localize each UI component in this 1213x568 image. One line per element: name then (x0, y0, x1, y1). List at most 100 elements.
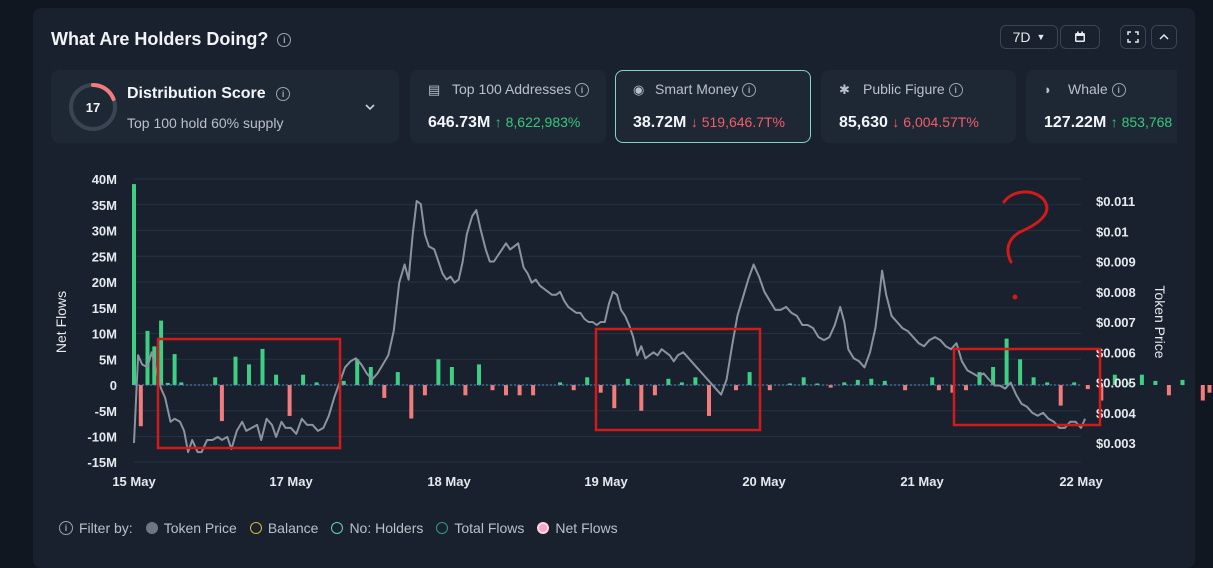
fullscreen-button[interactable] (1120, 25, 1146, 49)
net-flow-bar[interactable] (260, 348, 265, 385)
net-flow-bar[interactable] (247, 364, 251, 385)
net-flow-bar[interactable] (612, 385, 617, 409)
net-flow-bar[interactable] (598, 385, 603, 393)
net-flow-bar[interactable] (213, 377, 218, 385)
distribution-card[interactable]: 17 Distribution Score i Top 100 hold 60%… (51, 70, 399, 143)
smart-money-card[interactable]: ◉ Smart Money i 38.72M ↓ 519,646.7T% (615, 70, 811, 143)
net-flow-bar[interactable] (558, 382, 563, 385)
net-flow-bar[interactable] (991, 367, 996, 385)
legend-net-flows[interactable]: Net Flows (537, 520, 618, 536)
net-flow-bar[interactable] (165, 382, 170, 385)
net-flow-bar[interactable] (1166, 385, 1171, 396)
title-info-icon[interactable]: i (277, 33, 292, 48)
net-flow-bar[interactable] (531, 385, 536, 396)
net-flow-bar[interactable] (449, 367, 454, 385)
net-flow-bar[interactable] (666, 378, 671, 385)
net-flow-bar[interactable] (517, 385, 522, 396)
net-flow-bar[interactable] (395, 372, 400, 385)
net-flow-bar[interactable] (693, 377, 698, 385)
net-flow-bar[interactable] (801, 377, 806, 385)
net-flow-bar[interactable] (368, 367, 373, 385)
distribution-info-icon[interactable]: i (276, 86, 291, 101)
net-flow-bar[interactable] (815, 383, 820, 386)
whale-card[interactable]: ◗ Whale i 127.22M ↑ 853,768 (1026, 70, 1177, 143)
net-flow-bar[interactable] (977, 372, 982, 385)
net-flow-bar[interactable] (679, 382, 684, 385)
net-flow-bar[interactable] (1207, 385, 1212, 393)
top100-info-icon[interactable]: i (574, 83, 589, 98)
net-flow-bar[interactable] (490, 385, 495, 391)
net-flow-bar[interactable] (950, 385, 955, 393)
net-flow-bar[interactable] (788, 383, 793, 386)
net-flow-bar[interactable] (1031, 377, 1036, 385)
net-flow-bar[interactable] (652, 385, 657, 396)
top100-card[interactable]: ▤ Top 100 Addresses i 646.73M ↑ 8,622,98… (410, 70, 606, 143)
net-flow-bar[interactable] (159, 320, 164, 385)
legend-balance[interactable]: Balance (249, 520, 318, 536)
net-flow-bar[interactable] (138, 385, 143, 427)
net-flow-bar[interactable] (172, 354, 177, 385)
net-flow-bar[interactable] (1085, 385, 1090, 390)
net-flow-bar[interactable] (707, 385, 711, 416)
net-flow-bar[interactable] (828, 385, 833, 388)
net-flow-bar[interactable] (145, 330, 150, 385)
net-flow-bar[interactable] (1112, 374, 1117, 385)
net-flow-bar[interactable] (964, 385, 968, 391)
smart-info-icon[interactable]: i (742, 83, 757, 98)
net-flow-bar[interactable] (1099, 385, 1104, 401)
range-select[interactable]: 7D ▼ (1000, 25, 1058, 49)
net-flow-bar[interactable] (179, 382, 184, 385)
net-flow-bar[interactable] (219, 385, 224, 422)
net-flow-bar[interactable] (903, 385, 908, 391)
net-flow-bar[interactable] (233, 356, 238, 385)
net-flow-bar[interactable] (625, 378, 630, 385)
net-flow-bar[interactable] (767, 385, 772, 391)
net-flow-bar[interactable] (1139, 374, 1144, 385)
net-flow-bar[interactable] (1180, 379, 1185, 386)
net-flow-bar[interactable] (477, 364, 481, 385)
net-flow-bar[interactable] (936, 385, 941, 391)
net-flow-bar[interactable] (1072, 382, 1077, 385)
net-flow-bar[interactable] (274, 374, 279, 385)
calendar-button[interactable] (1060, 25, 1100, 49)
net-flow-bar[interactable] (734, 385, 738, 391)
net-flow-bar[interactable] (585, 377, 590, 385)
net-flow-bar[interactable] (1018, 359, 1023, 386)
net-flow-bar[interactable] (504, 385, 508, 396)
net-flow-bar[interactable] (1004, 338, 1009, 385)
net-flow-bar[interactable] (747, 372, 752, 385)
left-tick-label: 40M (92, 172, 117, 187)
net-flow-bar[interactable] (842, 382, 847, 385)
net-flow-bar[interactable] (1126, 382, 1131, 385)
legend-token-price[interactable]: Token Price (145, 520, 237, 536)
net-flow-bar[interactable] (571, 385, 576, 391)
net-flow-bar[interactable] (132, 184, 136, 385)
legend-holders[interactable]: No: Holders (331, 520, 423, 536)
chevron-down-icon[interactable] (364, 101, 376, 113)
net-flow-bar[interactable] (382, 385, 387, 398)
net-flow-bar[interactable] (301, 374, 306, 385)
left-tick-label: 30M (92, 224, 117, 239)
public-figure-card[interactable]: ✱ Public Figure i 85,630 ↓ 6,004.57T% (821, 70, 1016, 143)
net-flow-bar[interactable] (1058, 385, 1063, 406)
net-flow-bar[interactable] (341, 380, 346, 385)
net-flow-bar[interactable] (855, 379, 860, 386)
net-flow-bar[interactable] (436, 359, 441, 386)
public-info-icon[interactable]: i (948, 83, 963, 98)
net-flow-bar[interactable] (314, 382, 319, 385)
net-flow-bar[interactable] (409, 385, 414, 419)
net-flow-bar[interactable] (355, 359, 360, 386)
net-flow-bar[interactable] (869, 378, 874, 385)
net-flow-bar[interactable] (1153, 380, 1158, 385)
net-flow-bar[interactable] (639, 385, 644, 411)
net-flow-bar[interactable] (463, 385, 468, 396)
net-flow-bar[interactable] (930, 377, 935, 385)
collapse-button[interactable] (1151, 25, 1177, 49)
legend-total-flows[interactable]: Total Flows (436, 520, 524, 536)
net-flow-bar[interactable] (422, 385, 427, 396)
whale-info-icon[interactable]: i (1111, 83, 1126, 98)
net-flow-bar[interactable] (1045, 382, 1050, 385)
net-flow-bar[interactable] (882, 380, 887, 385)
net-flow-bar[interactable] (1200, 385, 1205, 401)
net-flow-bar[interactable] (287, 385, 292, 416)
